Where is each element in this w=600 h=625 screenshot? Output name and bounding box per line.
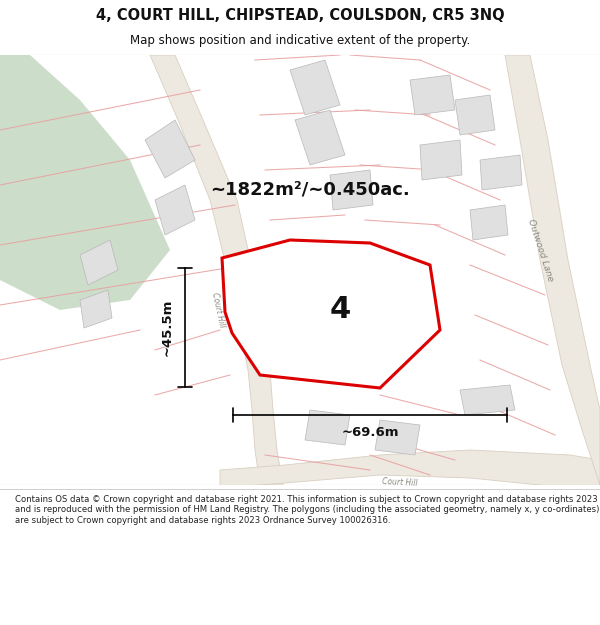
Polygon shape bbox=[145, 120, 195, 178]
Polygon shape bbox=[155, 185, 195, 235]
Text: Contains OS data © Crown copyright and database right 2021. This information is : Contains OS data © Crown copyright and d… bbox=[15, 495, 599, 524]
Polygon shape bbox=[222, 240, 440, 388]
Polygon shape bbox=[410, 75, 455, 115]
Polygon shape bbox=[220, 450, 600, 490]
Polygon shape bbox=[80, 240, 118, 285]
Polygon shape bbox=[375, 420, 420, 455]
Polygon shape bbox=[480, 155, 522, 190]
Polygon shape bbox=[460, 385, 515, 415]
Polygon shape bbox=[80, 290, 112, 328]
Text: Map shows position and indicative extent of the property.: Map shows position and indicative extent… bbox=[130, 34, 470, 48]
Polygon shape bbox=[295, 110, 345, 165]
Polygon shape bbox=[0, 55, 170, 310]
Polygon shape bbox=[305, 410, 350, 445]
Text: Court Hill: Court Hill bbox=[382, 477, 418, 488]
Polygon shape bbox=[290, 60, 340, 115]
Text: Court Hill: Court Hill bbox=[210, 292, 226, 328]
Polygon shape bbox=[150, 55, 283, 485]
Text: ~69.6m: ~69.6m bbox=[341, 426, 399, 439]
Text: ~1822m²/~0.450ac.: ~1822m²/~0.450ac. bbox=[210, 181, 410, 199]
Polygon shape bbox=[455, 95, 495, 135]
Polygon shape bbox=[330, 170, 373, 210]
Text: 4: 4 bbox=[329, 296, 350, 324]
Polygon shape bbox=[420, 140, 462, 180]
Text: Outwood Lane: Outwood Lane bbox=[526, 217, 554, 282]
Polygon shape bbox=[505, 55, 600, 485]
Text: ~45.5m: ~45.5m bbox=[161, 299, 173, 356]
Text: 4, COURT HILL, CHIPSTEAD, COULSDON, CR5 3NQ: 4, COURT HILL, CHIPSTEAD, COULSDON, CR5 … bbox=[95, 8, 505, 23]
Polygon shape bbox=[470, 205, 508, 240]
